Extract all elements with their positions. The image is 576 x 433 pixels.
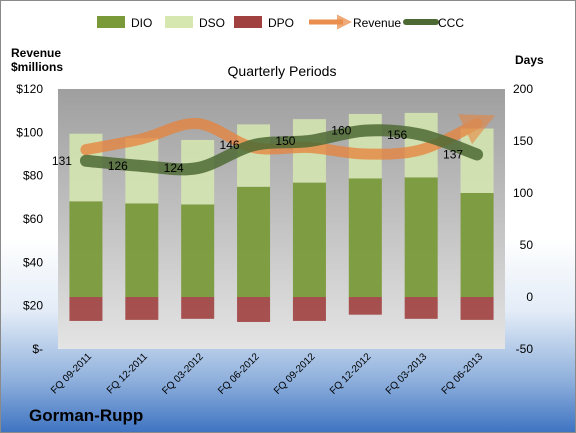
- right-tick-label: 150: [513, 134, 533, 148]
- ccc-data-label: 150: [275, 134, 295, 148]
- bar-dso: [460, 128, 494, 193]
- bar-dpo: [237, 297, 271, 322]
- plot-area: [58, 89, 505, 349]
- bar-dio: [348, 178, 382, 297]
- bar-dpo: [348, 297, 382, 315]
- bar-dio: [237, 186, 271, 297]
- right-axis-title: Days: [515, 53, 544, 67]
- right-tick-label: 100: [513, 186, 533, 200]
- legend-label-dso: DSO: [199, 16, 225, 30]
- left-tick-label: $20: [23, 299, 43, 313]
- bar-dio: [460, 193, 494, 297]
- series-line-ccc: [79, 124, 484, 176]
- left-tick-label: $120: [16, 82, 43, 96]
- bar-dio: [292, 182, 326, 297]
- category-label: FQ 06-2012: [216, 351, 262, 397]
- category-label: FQ 06-2013: [440, 351, 486, 397]
- legend-swatch-dio: [97, 16, 125, 28]
- ccc-data-label: 156: [387, 128, 407, 142]
- ccc-data-label: 126: [108, 159, 128, 173]
- right-tick-label: 50: [520, 238, 534, 252]
- left-axis-title-line1: Revenue: [11, 46, 61, 60]
- bar-dio: [181, 204, 215, 297]
- ccc-data-label: 146: [220, 138, 240, 152]
- category-label: FQ 12-2011: [105, 351, 150, 396]
- left-tick-label: $80: [23, 169, 43, 183]
- bar-dso: [237, 124, 271, 187]
- bar-dpo: [125, 297, 159, 320]
- legend-label-ccc: CCC: [438, 16, 464, 30]
- left-tick-label: $40: [23, 255, 43, 269]
- right-tick-label: 0: [526, 290, 533, 304]
- category-label: FQ 03-2013: [384, 351, 430, 397]
- legend-label-dio: DIO: [131, 16, 152, 30]
- bar-dpo: [292, 297, 326, 321]
- bar-dpo: [181, 297, 215, 319]
- ccc-data-label: 137: [443, 148, 463, 162]
- ccc-data-label: 160: [331, 124, 351, 138]
- chart-title: Quarterly Periods: [228, 63, 337, 79]
- series-line-revenue: [80, 114, 496, 160]
- ccc-data-label: 124: [164, 161, 184, 175]
- category-label: FQ 09-2012: [272, 351, 318, 397]
- category-label: FQ 12-2012: [328, 351, 374, 397]
- category-label: FQ 03-2012: [160, 351, 206, 397]
- right-tick-label: -50: [516, 342, 534, 356]
- category-label: FQ 09-2011: [49, 351, 94, 396]
- company-name: Gorman-Rupp: [29, 406, 144, 425]
- bar-dpo: [69, 297, 103, 321]
- legend-label-revenue: Revenue: [353, 16, 401, 30]
- bar-dpo: [460, 297, 494, 320]
- legend-label-dpo: DPO: [268, 16, 294, 30]
- bar-dso: [348, 113, 382, 179]
- left-tick-label: $60: [23, 212, 43, 226]
- bar-dio: [404, 177, 438, 297]
- bar-dio: [125, 203, 159, 297]
- legend-swatch-dso: [165, 16, 193, 28]
- ccc-data-label: 131: [52, 154, 72, 168]
- legend-swatch-dpo: [234, 16, 262, 28]
- right-tick-label: 200: [513, 82, 533, 96]
- bar-dio: [69, 201, 103, 297]
- left-tick-label: $-: [32, 342, 43, 356]
- bar-dpo: [404, 297, 438, 319]
- left-axis-title-line2: $millions: [11, 60, 63, 74]
- left-tick-label: $100: [16, 125, 43, 139]
